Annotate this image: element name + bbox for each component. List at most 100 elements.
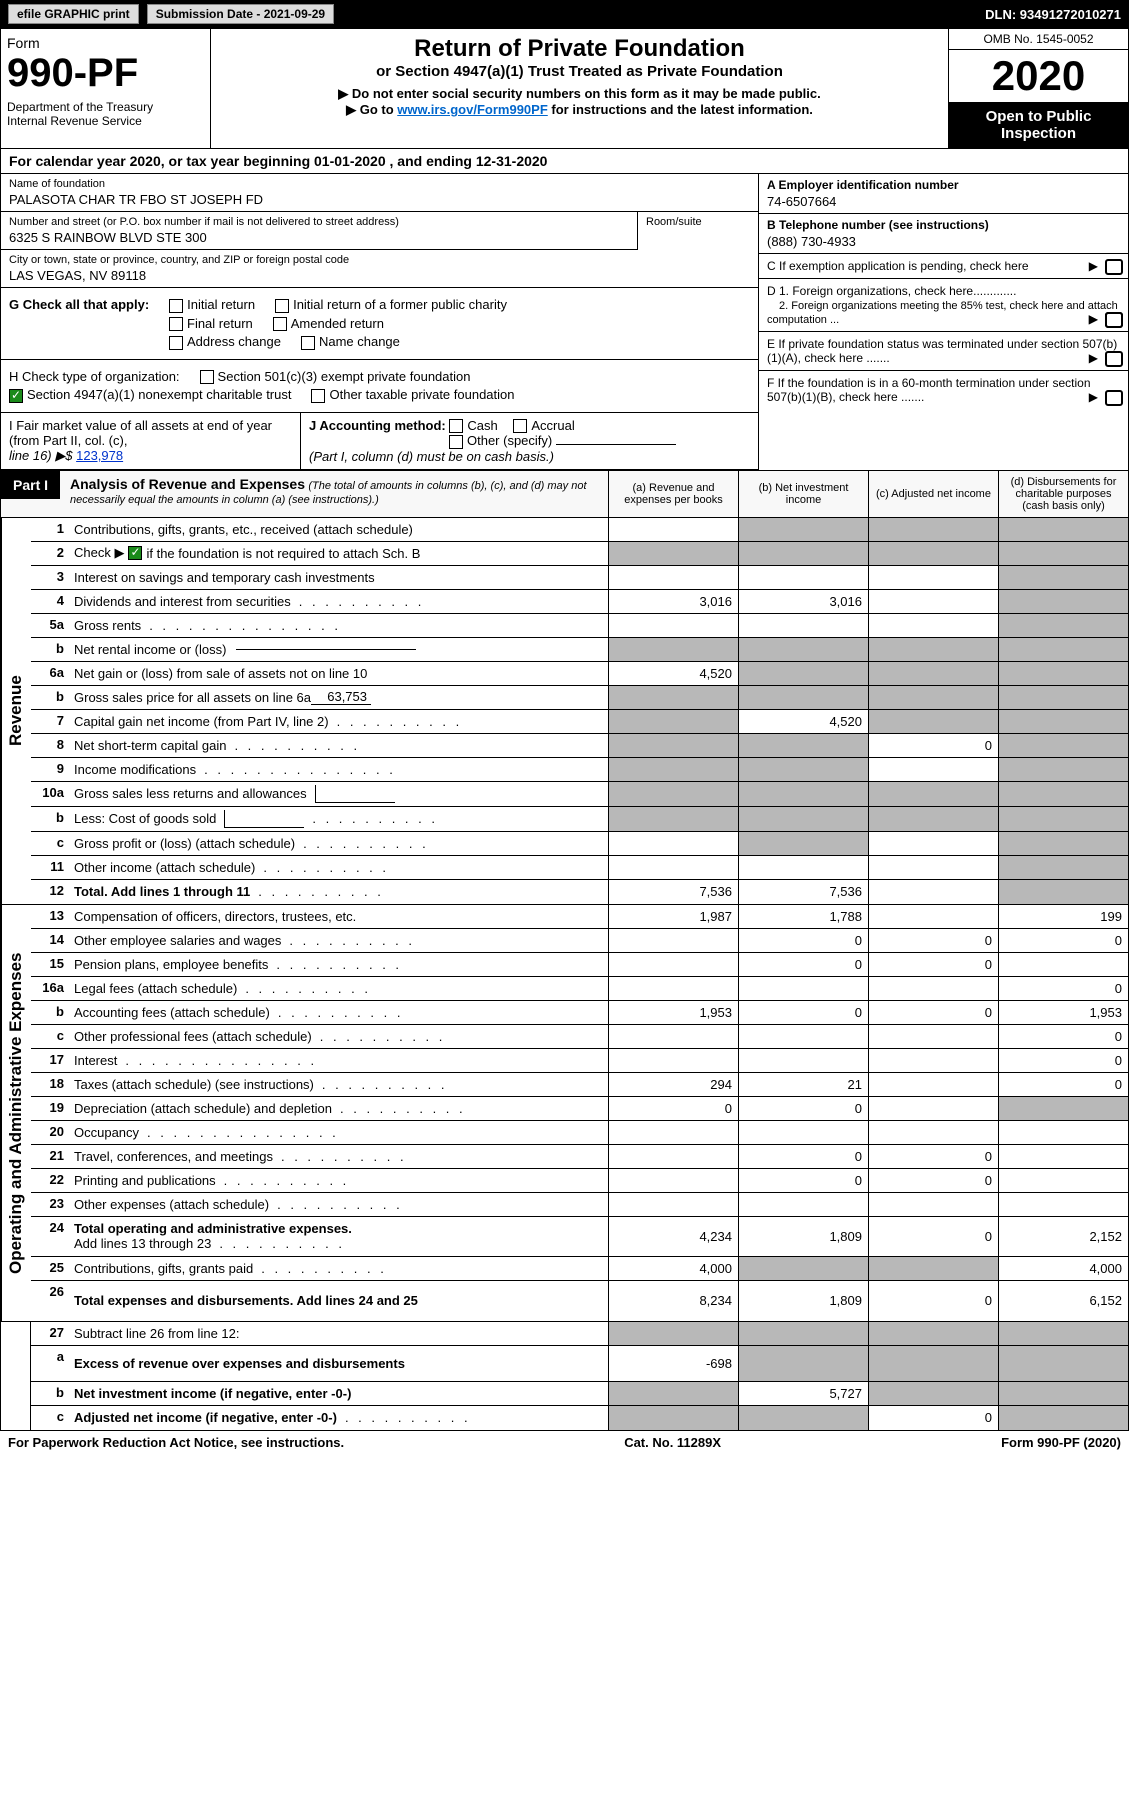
cb-addr-change[interactable] — [169, 336, 183, 350]
r27c-c: 0 — [868, 1406, 998, 1430]
cb-name-change[interactable] — [301, 336, 315, 350]
row-5a-desc: Gross rents — [69, 614, 608, 637]
e-label: E If private foundation status was termi… — [767, 337, 1117, 365]
cb-final-return[interactable] — [169, 317, 183, 331]
r18-b: 21 — [738, 1073, 868, 1096]
row-21-desc: Travel, conferences, and meetings — [69, 1145, 608, 1168]
d1-label: D 1. Foreign organizations, check here..… — [767, 284, 1016, 298]
form-header: Form 990-PF Department of the TreasuryIn… — [0, 28, 1129, 149]
row-15-desc: Pension plans, employee benefits — [69, 953, 608, 976]
expenses-table: Operating and Administrative Expenses 13… — [0, 905, 1129, 1322]
r21-b: 0 — [738, 1145, 868, 1168]
r4-a: 3,016 — [608, 590, 738, 613]
cat-number: Cat. No. 11289X — [624, 1435, 721, 1450]
g-label: G Check all that apply: — [9, 297, 149, 312]
cb-501c3[interactable] — [200, 370, 214, 384]
r26-b: 1,809 — [738, 1281, 868, 1321]
row-25-desc: Contributions, gifts, grants paid — [69, 1257, 608, 1280]
cb-c[interactable] — [1105, 259, 1123, 275]
j-accrual: Accrual — [531, 418, 574, 433]
efile-btn[interactable]: efile GRAPHIC print — [8, 4, 139, 24]
row-27a-desc: Excess of revenue over expenses and disb… — [69, 1346, 608, 1381]
col-b-header: (b) Net investment income — [738, 471, 868, 517]
h-opt3: Other taxable private foundation — [329, 387, 514, 402]
h-label: H Check type of organization: — [9, 369, 180, 384]
calendar-year-row: For calendar year 2020, or tax year begi… — [0, 149, 1129, 173]
g-name-change: Name change — [319, 334, 400, 349]
r19-a: 0 — [608, 1097, 738, 1120]
addr-value: 6325 S RAINBOW BLVD STE 300 — [9, 230, 629, 245]
r4-b: 3,016 — [738, 590, 868, 613]
c-label: C If exemption application is pending, c… — [767, 259, 1029, 273]
part1-title: Analysis of Revenue and Expenses — [70, 476, 305, 492]
r16c-d: 0 — [998, 1025, 1128, 1048]
r16b-c: 0 — [868, 1001, 998, 1024]
goto-prefix: ▶ Go to — [346, 102, 397, 117]
row-2-suffix: if the foundation is not required to att… — [146, 546, 420, 561]
r21-c: 0 — [868, 1145, 998, 1168]
row-5b-desc: Net rental income or (loss) — [69, 638, 608, 661]
r13-d: 199 — [998, 905, 1128, 928]
summary-table: 27Subtract line 26 from line 12: aExcess… — [0, 1322, 1129, 1431]
cb-accrual[interactable] — [513, 419, 527, 433]
col-a-header: (a) Revenue and expenses per books — [608, 471, 738, 517]
cb-cash[interactable] — [449, 419, 463, 433]
section-i-j: I Fair market value of all assets at end… — [1, 413, 758, 470]
phone-label: B Telephone number (see instructions) — [767, 218, 1120, 232]
r12-a: 7,536 — [608, 880, 738, 904]
r13-a: 1,987 — [608, 905, 738, 928]
form-number: 990-PF — [7, 51, 204, 96]
r16a-d: 0 — [998, 977, 1128, 1000]
r15-b: 0 — [738, 953, 868, 976]
row-3-desc: Interest on savings and temporary cash i… — [69, 566, 608, 589]
row-17-desc: Interest — [69, 1049, 608, 1072]
r18-d: 0 — [998, 1073, 1128, 1096]
row-4-desc: Dividends and interest from securities — [69, 590, 608, 613]
j-other: Other (specify) — [467, 433, 552, 448]
h-opt2: Section 4947(a)(1) nonexempt charitable … — [27, 387, 291, 402]
cb-other-method[interactable] — [449, 435, 463, 449]
tax-year: 2020 — [949, 50, 1128, 102]
dept-text: Department of the TreasuryInternal Reven… — [7, 100, 204, 128]
row-10b-desc: Less: Cost of goods sold — [69, 807, 608, 831]
r27a-a: -698 — [608, 1346, 738, 1381]
form-title: Return of Private Foundation — [221, 35, 938, 63]
cb-d2[interactable] — [1105, 312, 1123, 328]
cb-initial-return[interactable] — [169, 299, 183, 313]
instructions-link[interactable]: www.irs.gov/Form990PF — [397, 102, 548, 117]
row-12-desc: Total. Add lines 1 through 11 — [69, 880, 608, 904]
arrow-icon: ▶ — [1089, 390, 1098, 404]
i-value: 123,978 — [76, 448, 123, 463]
arrow-icon: ▶ — [1089, 312, 1098, 326]
cb-amended-return[interactable] — [273, 317, 287, 331]
cb-f[interactable] — [1105, 390, 1123, 406]
cb-e[interactable] — [1105, 351, 1123, 367]
section-h: H Check type of organization: Section 50… — [1, 360, 758, 413]
r15-c: 0 — [868, 953, 998, 976]
cb-initial-former[interactable] — [275, 299, 289, 313]
g-addr-change: Address change — [187, 334, 281, 349]
r16b-b: 0 — [738, 1001, 868, 1024]
identity-section: Name of foundation PALASOTA CHAR TR FBO … — [0, 173, 1129, 471]
i-label: I Fair market value of all assets at end… — [9, 418, 272, 448]
cb-4947a1[interactable] — [9, 389, 23, 403]
cb-sch-b[interactable] — [128, 546, 142, 560]
col-d-header: (d) Disbursements for charitable purpose… — [998, 471, 1128, 517]
row-20-desc: Occupancy — [69, 1121, 608, 1144]
r24-a: 4,234 — [608, 1217, 738, 1256]
r19-b: 0 — [738, 1097, 868, 1120]
g-amended: Amended return — [291, 316, 384, 331]
j-label: J Accounting method: — [309, 418, 446, 433]
g-initial: Initial return — [187, 297, 255, 312]
r26-d: 6,152 — [998, 1281, 1128, 1321]
row-11-desc: Other income (attach schedule) — [69, 856, 608, 879]
d2-label: 2. Foreign organizations meeting the 85%… — [767, 300, 1118, 326]
r24-b: 1,809 — [738, 1217, 868, 1256]
row-18-desc: Taxes (attach schedule) (see instruction… — [69, 1073, 608, 1096]
row-9-desc: Income modifications — [69, 758, 608, 781]
cb-other-taxable[interactable] — [311, 389, 325, 403]
city-label: City or town, state or province, country… — [9, 254, 750, 266]
row-22-desc: Printing and publications — [69, 1169, 608, 1192]
r26-a: 8,234 — [608, 1281, 738, 1321]
row-10c-desc: Gross profit or (loss) (attach schedule) — [69, 832, 608, 855]
